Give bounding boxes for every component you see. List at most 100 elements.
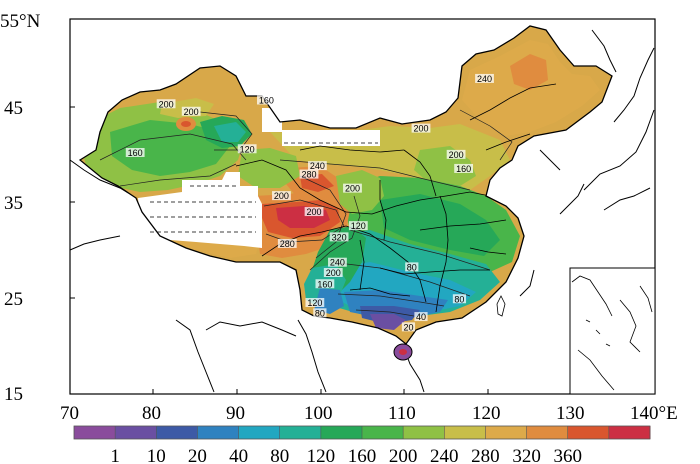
contour-label-bg	[414, 312, 428, 322]
colorbar-segment	[156, 426, 198, 439]
longitude-labels: 70 80 90 100 110 120 130 140°E	[60, 403, 678, 424]
lat-label-25: 25	[4, 289, 23, 310]
contour-label: 80	[454, 294, 464, 304]
colorbar-label: 360	[553, 446, 582, 464]
contour-label: 120	[240, 144, 255, 154]
colorbar-label: 10	[147, 446, 166, 464]
contour-label-bg	[237, 144, 257, 154]
contour-label: 200	[307, 207, 322, 217]
colorbar-segment	[444, 426, 486, 439]
colorbar-label: 120	[307, 446, 336, 464]
contour-label: 160	[128, 148, 143, 158]
contour-label-bg	[313, 308, 327, 318]
colorbar-segment	[485, 426, 528, 439]
colorbar-segment	[526, 426, 569, 439]
colorbar-label: 1	[110, 446, 120, 464]
contour-label-bg	[329, 232, 349, 242]
contour-label: 200	[326, 268, 341, 278]
contour-label: 320	[332, 232, 347, 242]
contour-label-bg	[401, 322, 416, 332]
lat-label-15: 15	[4, 384, 23, 405]
contour-label-bg	[454, 163, 474, 173]
colorbar-segment	[567, 426, 610, 439]
contour-label-bg	[181, 106, 201, 116]
latitude-labels: 55°N 45 35 25 15	[0, 11, 41, 405]
lat-label-45: 45	[4, 98, 23, 119]
contour-label-bg	[304, 207, 324, 217]
contour-label: 200	[449, 150, 464, 160]
province-boundaries	[235, 83, 557, 313]
contour-label-bg	[328, 257, 347, 267]
colorbar-segment	[115, 426, 157, 439]
taiwan-island	[496, 295, 506, 317]
contour-label-bg	[446, 149, 466, 159]
contour-label: 200	[413, 124, 428, 134]
contour-label: 40	[416, 312, 426, 322]
colorbar-segment	[608, 426, 651, 439]
contour-label-bg	[125, 148, 145, 157]
contour-label-bg	[323, 268, 343, 277]
colorbar-label: 80	[270, 446, 289, 464]
colorbar	[73, 425, 651, 440]
contour-label-bg	[277, 238, 297, 248]
contour-label: 280	[301, 170, 316, 180]
south-china-sea-inset	[569, 267, 656, 395]
colorbar-segment	[320, 426, 363, 439]
colorbar-segment	[74, 426, 116, 439]
colorbar-label: 20	[188, 446, 207, 464]
contour-label-bg	[256, 95, 276, 105]
contour-label-bg	[475, 73, 494, 83]
coastlines	[69, 29, 655, 393]
lon-label-110: 110	[388, 403, 416, 424]
contour-label: 240	[330, 258, 345, 268]
contour-label-bg	[305, 298, 325, 307]
contour-label: 160	[456, 164, 471, 174]
contour-label-bg	[343, 183, 362, 193]
contour-label: 120	[307, 298, 322, 308]
lat-label-35: 35	[4, 193, 23, 214]
colorbar-label: 200	[389, 446, 418, 464]
contour-label-bg	[299, 169, 319, 179]
contour-label-bg	[272, 191, 291, 201]
colorbar-segment	[279, 426, 322, 439]
colorbar-label: 160	[348, 446, 377, 464]
contour-label-bg	[452, 294, 467, 304]
colorbar-label: 240	[430, 446, 459, 464]
contour-label: 120	[351, 221, 366, 231]
contour-label: 200	[345, 184, 360, 194]
contour-label: 200	[159, 99, 174, 109]
contour-label: 160	[259, 96, 274, 106]
contour-label-bg	[156, 99, 176, 109]
colorbar-label: 40	[229, 446, 248, 464]
lon-label-70: 70	[60, 403, 79, 424]
colorbar-label: 280	[471, 446, 500, 464]
contour-label-bg	[405, 262, 419, 272]
contour-label: 240	[477, 74, 492, 84]
contour-label: 20	[403, 322, 413, 332]
colorbar-labels: 1 10 20 40 80 120 160 200 240 280 320 360	[110, 446, 582, 464]
lon-label-100: 100	[304, 403, 333, 424]
missing-data-dashes	[150, 142, 378, 233]
lon-label-80: 80	[142, 403, 161, 424]
contour-label: 80	[407, 262, 417, 272]
colorbar-segment	[197, 426, 240, 439]
lon-label-90: 90	[226, 403, 245, 424]
colorbar-label: 320	[512, 446, 541, 464]
colorbar-segment	[403, 426, 445, 439]
contour-label: 200	[274, 191, 289, 201]
colorbar-segment	[238, 426, 281, 439]
lon-label-130: 130	[556, 403, 585, 424]
lon-label-140: 140°E	[630, 403, 678, 424]
contour-label-bg	[348, 221, 368, 231]
contour-label: 160	[317, 279, 332, 289]
contour-label-bg	[315, 279, 335, 289]
lat-label-55: 55°N	[0, 11, 41, 32]
contour-label: 200	[184, 107, 199, 117]
contour-label-bg	[411, 123, 431, 133]
contour-label: 80	[315, 308, 325, 318]
contour-label: 240	[310, 161, 325, 171]
contour-label: 280	[280, 239, 295, 249]
lon-label-120: 120	[472, 403, 501, 424]
